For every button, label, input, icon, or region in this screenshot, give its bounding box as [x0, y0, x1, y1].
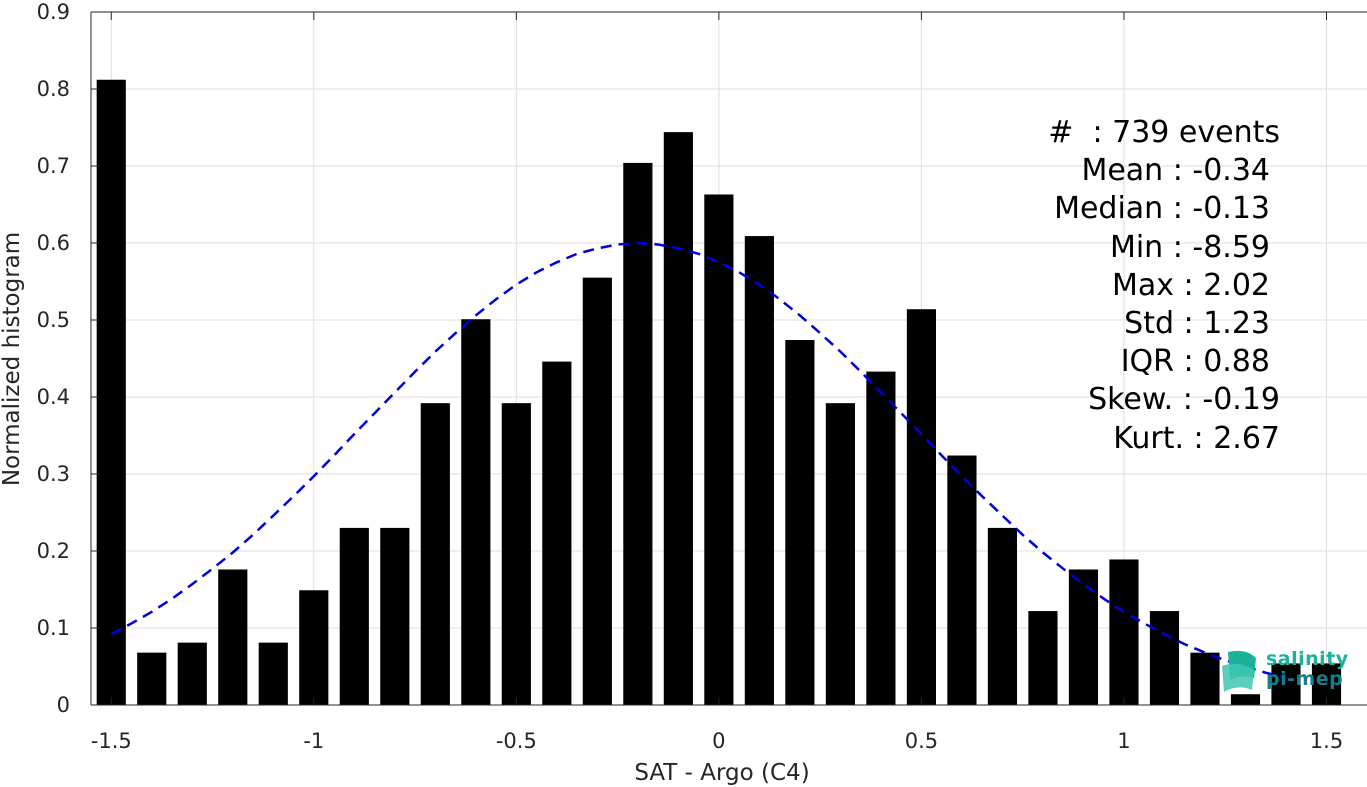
histogram-bar-18	[825, 403, 855, 705]
y-tick-label-3: 0.3	[37, 462, 70, 486]
histogram-bar-14	[663, 132, 693, 705]
stat-median: Median : -0.13	[1054, 191, 1270, 227]
stat-iqr: IQR : 0.88	[1120, 344, 1270, 380]
y-tick-label-0: 0	[57, 693, 70, 717]
histogram-bar-16	[744, 236, 774, 705]
histogram-bars	[96, 79, 1342, 706]
histogram-bar-10	[501, 403, 531, 705]
histogram-bar-21	[947, 455, 977, 705]
histogram-bar-13	[623, 162, 653, 706]
stat-events: # : 739 events	[1048, 115, 1280, 150]
histogram-bar-15	[704, 194, 734, 706]
y-axis-ticks: 0 0.1 0.2 0.3 0.4 0.5 0.6 0.7 0.8 0.9	[37, 0, 99, 717]
x-axis-ticks: -1.5 -1 -0.5 0 0.5 1 1.5	[91, 12, 1343, 753]
histogram-bar-6	[339, 527, 369, 705]
histogram-bar-3	[218, 569, 248, 705]
y-tick-label-9: 0.9	[37, 0, 70, 24]
statistics-panel: # : 739 events Mean : -0.34 Median : -0.…	[1000, 114, 1280, 458]
histogram-bar-27	[1190, 652, 1220, 705]
histogram-bar-7	[380, 527, 410, 705]
histogram-bar-19	[866, 371, 896, 705]
x-tick-label-3: 0	[712, 729, 725, 753]
histogram-bar-25	[1109, 559, 1139, 705]
stat-std: Std : 1.23	[1124, 306, 1270, 342]
histogram-bar-12	[582, 277, 612, 705]
x-tick-label-0: -1.5	[91, 729, 132, 753]
histogram-bar-8	[420, 403, 450, 705]
x-tick-label-5: 1	[1117, 729, 1130, 753]
histogram-bar-5	[299, 590, 329, 705]
y-tick-label-6: 0.6	[37, 231, 70, 255]
y-tick-label-1: 0.1	[37, 616, 70, 640]
gaussian-fit-curve	[110, 241, 1287, 680]
histogram-bar-17	[785, 340, 815, 705]
histogram-bar-29	[1271, 663, 1301, 705]
stat-min: Min : -8.59	[1109, 229, 1270, 265]
plot-frame	[90, 11, 1367, 706]
stat-kurt: Kurt. : 2.67	[1113, 420, 1280, 456]
y-tick-label-4: 0.4	[37, 385, 70, 409]
stat-mean: Mean : -0.34	[1081, 153, 1270, 189]
x-tick-label-4: 0.5	[905, 729, 938, 753]
histogram-bar-26	[1149, 611, 1180, 705]
logo-text-salinity: salinity	[1266, 648, 1349, 670]
y-tick-label-2: 0.2	[37, 539, 70, 563]
gaussian-fit-line	[110, 241, 1287, 680]
y-axis-title: Normalized histogram	[0, 232, 25, 486]
histogram-bar-9	[461, 319, 491, 705]
x-tick-label-2: -0.5	[496, 729, 537, 753]
histogram-bar-2	[177, 642, 207, 705]
salinity-pimep-logo: salinity pi-mep	[1218, 648, 1348, 694]
histogram-bar-4	[258, 642, 288, 705]
x-tick-label-1: -1	[303, 729, 324, 753]
stat-max: Max : 2.02	[1112, 267, 1270, 303]
logo-wave-icon	[1222, 650, 1256, 692]
histogram-bar-1	[137, 652, 167, 705]
y-tick-label-8: 0.8	[37, 77, 70, 101]
histogram-bar-11	[542, 361, 572, 705]
histogram-bar-23	[1028, 611, 1058, 705]
logo-text-pimep: pi-mep	[1266, 668, 1344, 690]
histogram-bar-24	[1068, 569, 1099, 705]
x-tick-label-6: 1.5	[1310, 729, 1343, 753]
y-tick-label-7: 0.7	[37, 154, 70, 178]
y-tick-label-5: 0.5	[37, 308, 70, 332]
x-axis-title: SAT - Argo (C4)	[634, 760, 809, 786]
stat-skew: Skew. : -0.19	[1088, 382, 1280, 418]
histogram-bar-28	[1230, 694, 1261, 705]
histogram-bar-20	[906, 309, 936, 705]
histogram-bar-22	[987, 527, 1018, 705]
histogram-bar-0	[96, 79, 126, 705]
